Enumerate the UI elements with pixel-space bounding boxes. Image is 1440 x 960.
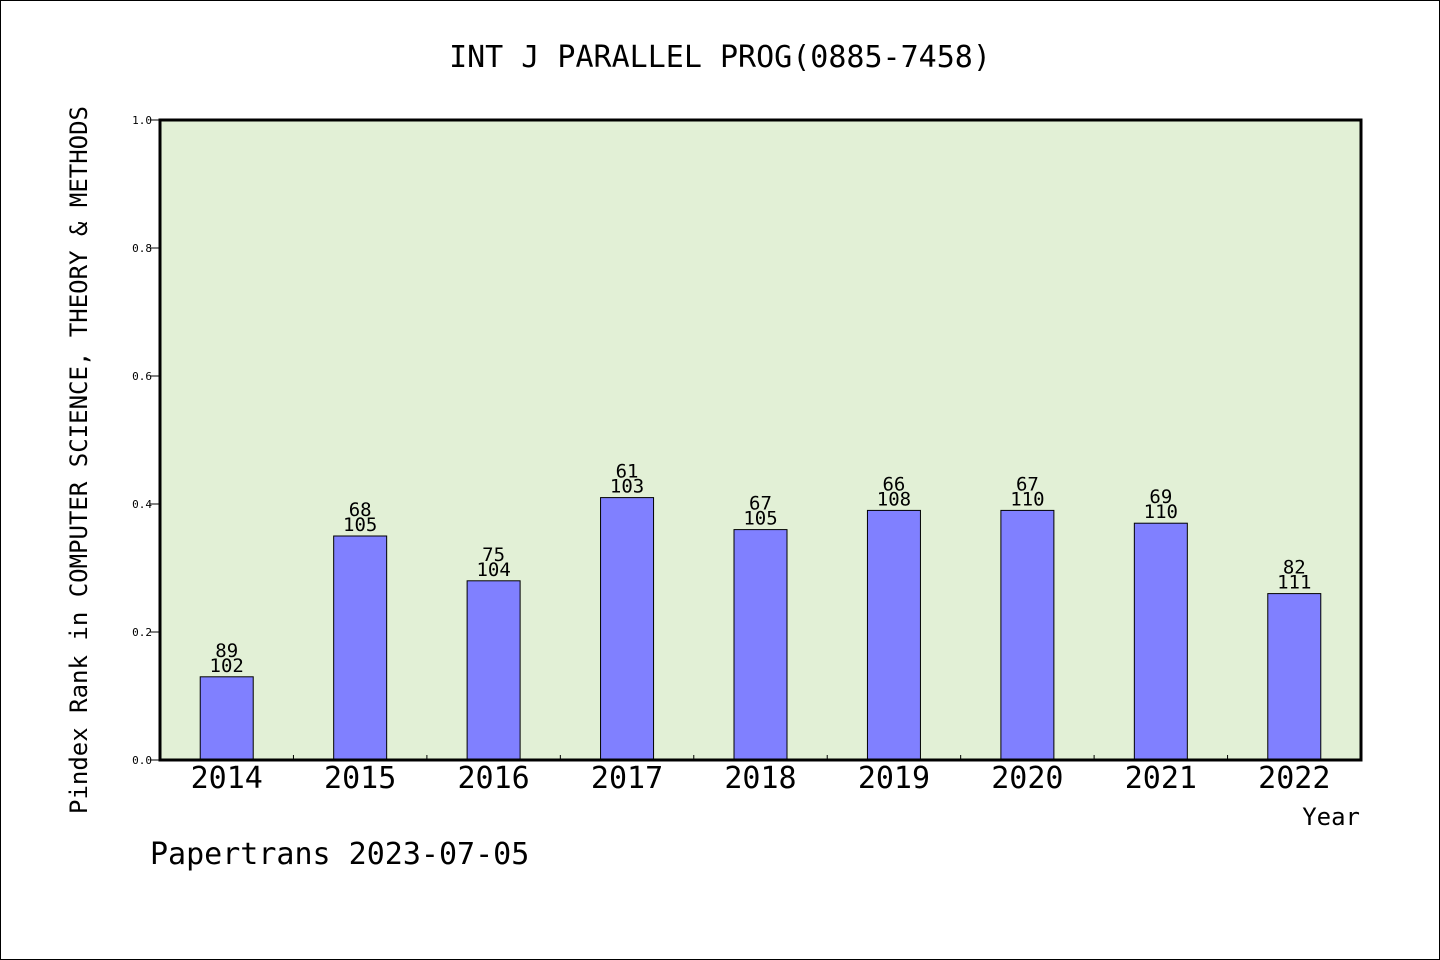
- bar-total-label: 105: [743, 508, 777, 530]
- bar-2015: [333, 535, 388, 761]
- bar-rank-label: 69: [1149, 486, 1172, 508]
- x-tick-label: 2018: [724, 761, 796, 796]
- x-tick-label: 2014: [191, 761, 263, 796]
- bar-total-label: 110: [1010, 488, 1044, 510]
- x-tick-label: 2015: [324, 761, 396, 796]
- plot-frame: [158, 118, 1363, 762]
- bar-total-label: 104: [476, 559, 510, 581]
- x-tick-label: 2020: [991, 761, 1063, 796]
- bar-2014: [199, 676, 254, 761]
- bar-rank-label: 82: [1283, 557, 1306, 579]
- bar-rank-label: 75: [482, 544, 505, 566]
- bar-2022: [1267, 593, 1322, 761]
- footer-text: Papertrans 2023-07-05: [150, 837, 529, 872]
- bar-total-label: 108: [877, 488, 911, 510]
- y-tick-label: 0.6: [132, 370, 152, 383]
- x-tick-label: 2017: [591, 761, 663, 796]
- y-tick-label: 1.0: [132, 114, 152, 127]
- y-tick-label: 0.4: [132, 498, 152, 511]
- bar-total-label: 105: [343, 514, 377, 536]
- bar-2017: [600, 497, 655, 761]
- x-tick-label: 2022: [1258, 761, 1330, 796]
- x-tick-label: 2016: [457, 761, 529, 796]
- chart-title: INT J PARALLEL PROG(0885-7458): [449, 40, 991, 75]
- bar-total-label: 111: [1277, 572, 1311, 594]
- y-axis-label: Pindex Rank in COMPUTER SCIENCE, THEORY …: [65, 106, 93, 814]
- y-tick-label: 0.0: [132, 754, 152, 767]
- x-tick-label: 2021: [1125, 761, 1197, 796]
- x-tick-label: 2019: [858, 761, 930, 796]
- x-axis: 2014 2015 2016 2017 2018 2019 2020 2021 2022: [191, 755, 1330, 796]
- bar-rank-label: 68: [349, 499, 372, 521]
- bar-rank-label: 66: [882, 473, 905, 495]
- bar-rank-label: 61: [616, 461, 639, 483]
- y-tick-label: 0.2: [132, 626, 152, 639]
- x-axis-label: Year: [1302, 803, 1360, 831]
- bar-2021: [1133, 522, 1188, 761]
- bar-total-label: 102: [210, 655, 244, 677]
- bar-2020: [1000, 509, 1055, 761]
- bar-2018: [733, 529, 788, 761]
- y-tick-label: 0.8: [132, 242, 152, 255]
- bar-rank-label: 67: [1016, 473, 1039, 495]
- bar-total-label: 110: [1144, 501, 1178, 523]
- bar-rank-label: 67: [749, 493, 772, 515]
- bar-2019: [866, 509, 921, 761]
- bar-rank-label: 89: [215, 640, 238, 662]
- bar-total-label: 103: [610, 476, 644, 498]
- bar-2016: [466, 580, 521, 761]
- y-axis: 0.0 0.2 0.4 0.6 0.8 1.0: [132, 114, 160, 767]
